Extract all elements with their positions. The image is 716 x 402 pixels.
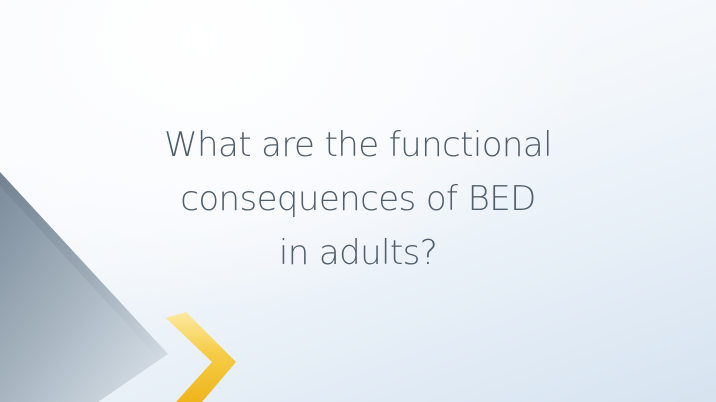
question-line-3: in adults? <box>278 233 438 273</box>
gold-chevron-shape <box>166 312 236 402</box>
question-line-1: What are the functional <box>164 125 553 165</box>
slide-question: What are the functional consequences of … <box>0 118 716 280</box>
gray-triangle-shadow <box>0 172 168 360</box>
question-line-2: consequences of BED <box>180 179 536 219</box>
